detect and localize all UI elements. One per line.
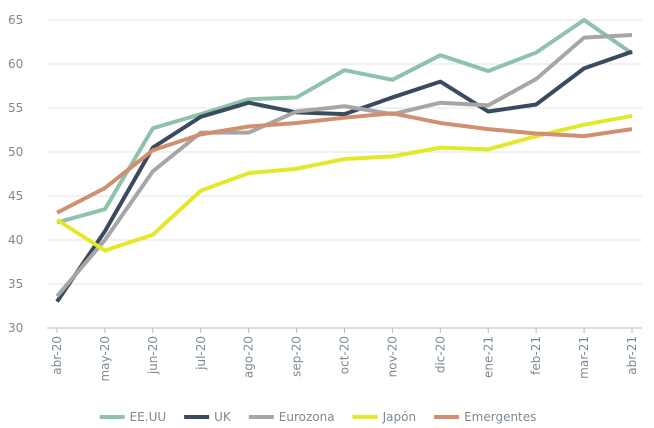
x-tick-label: jun-20	[146, 336, 160, 375]
series-line	[56, 18, 634, 225]
x-tick-label: abr-20	[50, 336, 64, 375]
series-line	[55, 49, 633, 303]
y-tick-label: 65	[8, 13, 23, 27]
x-tick-label: oct-20	[338, 336, 352, 374]
x-tick-label: sep-20	[290, 336, 304, 377]
y-tick-label: 35	[8, 277, 23, 291]
x-tick-label: ago-20	[242, 336, 256, 378]
y-tick-label: 60	[8, 57, 23, 71]
legend-label: Japón	[382, 410, 416, 424]
legend-label: Eurozona	[279, 410, 335, 424]
x-tick-label: mar-21	[577, 336, 591, 379]
y-tick-label: 45	[8, 189, 23, 203]
legend-label: EE.UU	[130, 410, 167, 424]
x-tick-label: feb-21	[529, 336, 543, 375]
y-tick-label: 40	[8, 233, 23, 247]
x-tick-label: dic-20	[433, 336, 447, 373]
x-tick-label: may-20	[98, 336, 112, 382]
x-tick-label: ene-21	[481, 336, 495, 378]
series-line	[55, 113, 633, 253]
y-tick-label: 55	[8, 101, 23, 115]
legend-label: UK	[214, 410, 232, 424]
y-tick-label: 50	[8, 145, 23, 159]
legend-label: Emergentes	[464, 410, 536, 424]
series-line	[56, 111, 633, 215]
series-line	[55, 32, 633, 298]
x-tick-label: jul-20	[194, 336, 208, 371]
x-tick-label: nov-20	[385, 336, 399, 377]
x-tick-label: abr-21	[625, 336, 639, 375]
y-tick-label: 30	[8, 321, 23, 335]
